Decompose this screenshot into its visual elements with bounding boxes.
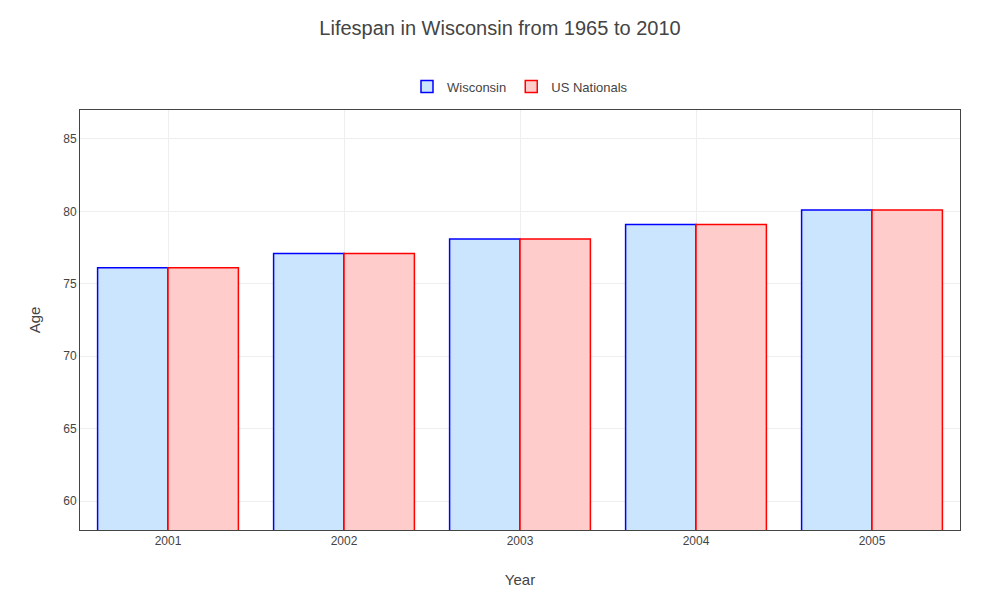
svg-text:Year: Year — [505, 571, 535, 588]
svg-text:65: 65 — [63, 422, 77, 436]
svg-text:Lifespan in Wisconsin from 196: Lifespan in Wisconsin from 1965 to 2010 — [319, 17, 680, 39]
svg-text:Age: Age — [26, 307, 43, 334]
svg-text:85: 85 — [63, 132, 77, 146]
svg-text:70: 70 — [63, 349, 77, 363]
svg-text:2004: 2004 — [683, 534, 710, 548]
svg-text:2003: 2003 — [507, 534, 534, 548]
svg-text:US Nationals: US Nationals — [551, 80, 627, 95]
svg-text:2002: 2002 — [331, 534, 358, 548]
svg-text:80: 80 — [63, 205, 77, 219]
svg-text:2005: 2005 — [859, 534, 886, 548]
svg-text:60: 60 — [63, 494, 77, 508]
svg-text:2001: 2001 — [155, 534, 182, 548]
svg-text:Wisconsin: Wisconsin — [447, 80, 506, 95]
svg-text:75: 75 — [63, 277, 77, 291]
